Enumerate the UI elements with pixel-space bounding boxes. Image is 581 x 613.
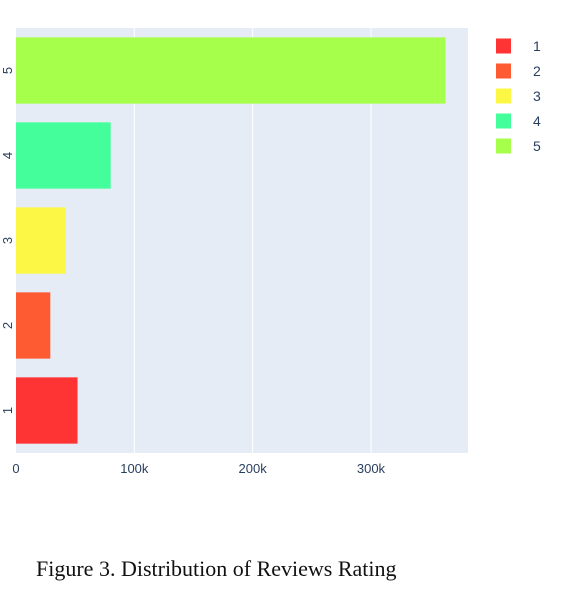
legend-label: 3 (533, 88, 541, 104)
chart: 1 2 3 4 5 0 100k 200k 300k 1 2 3 4 5 (0, 28, 541, 476)
y-tick-label: 1 (0, 407, 15, 414)
legend-label: 2 (533, 63, 541, 79)
legend-item-3[interactable]: 3 (496, 88, 541, 104)
legend-swatch (496, 63, 511, 79)
legend-swatch (496, 113, 511, 129)
legend-item-4[interactable]: 4 (496, 113, 541, 129)
x-tick-label: 300k (357, 461, 386, 476)
legend-item-2[interactable]: 2 (496, 63, 541, 79)
bar-rating-3[interactable] (16, 207, 66, 274)
legend-swatch (496, 38, 511, 54)
bar-rating-5[interactable] (16, 37, 446, 104)
bars (16, 37, 446, 444)
x-axis-ticks: 0 100k 200k 300k (12, 461, 385, 476)
y-tick-label: 3 (0, 237, 15, 244)
y-tick-label: 5 (0, 67, 15, 74)
figure-caption: Figure 3. Distribution of Reviews Rating (36, 556, 397, 581)
y-tick-label: 4 (0, 152, 15, 159)
bar-rating-4[interactable] (16, 122, 111, 189)
legend-swatch (496, 88, 511, 104)
bar-rating-1[interactable] (16, 377, 78, 444)
y-tick-label: 2 (0, 322, 15, 329)
x-tick-label: 0 (12, 461, 19, 476)
legend[interactable]: 1 2 3 4 5 (496, 38, 541, 154)
legend-label: 5 (533, 138, 541, 154)
legend-label: 1 (533, 38, 541, 54)
legend-swatch (496, 138, 511, 154)
legend-item-1[interactable]: 1 (496, 38, 541, 54)
y-axis-ticks: 1 2 3 4 5 (0, 67, 15, 414)
legend-label: 4 (533, 113, 541, 129)
legend-item-5[interactable]: 5 (496, 138, 541, 154)
x-tick-label: 100k (120, 461, 149, 476)
x-tick-label: 200k (239, 461, 268, 476)
bar-rating-2[interactable] (16, 292, 51, 359)
